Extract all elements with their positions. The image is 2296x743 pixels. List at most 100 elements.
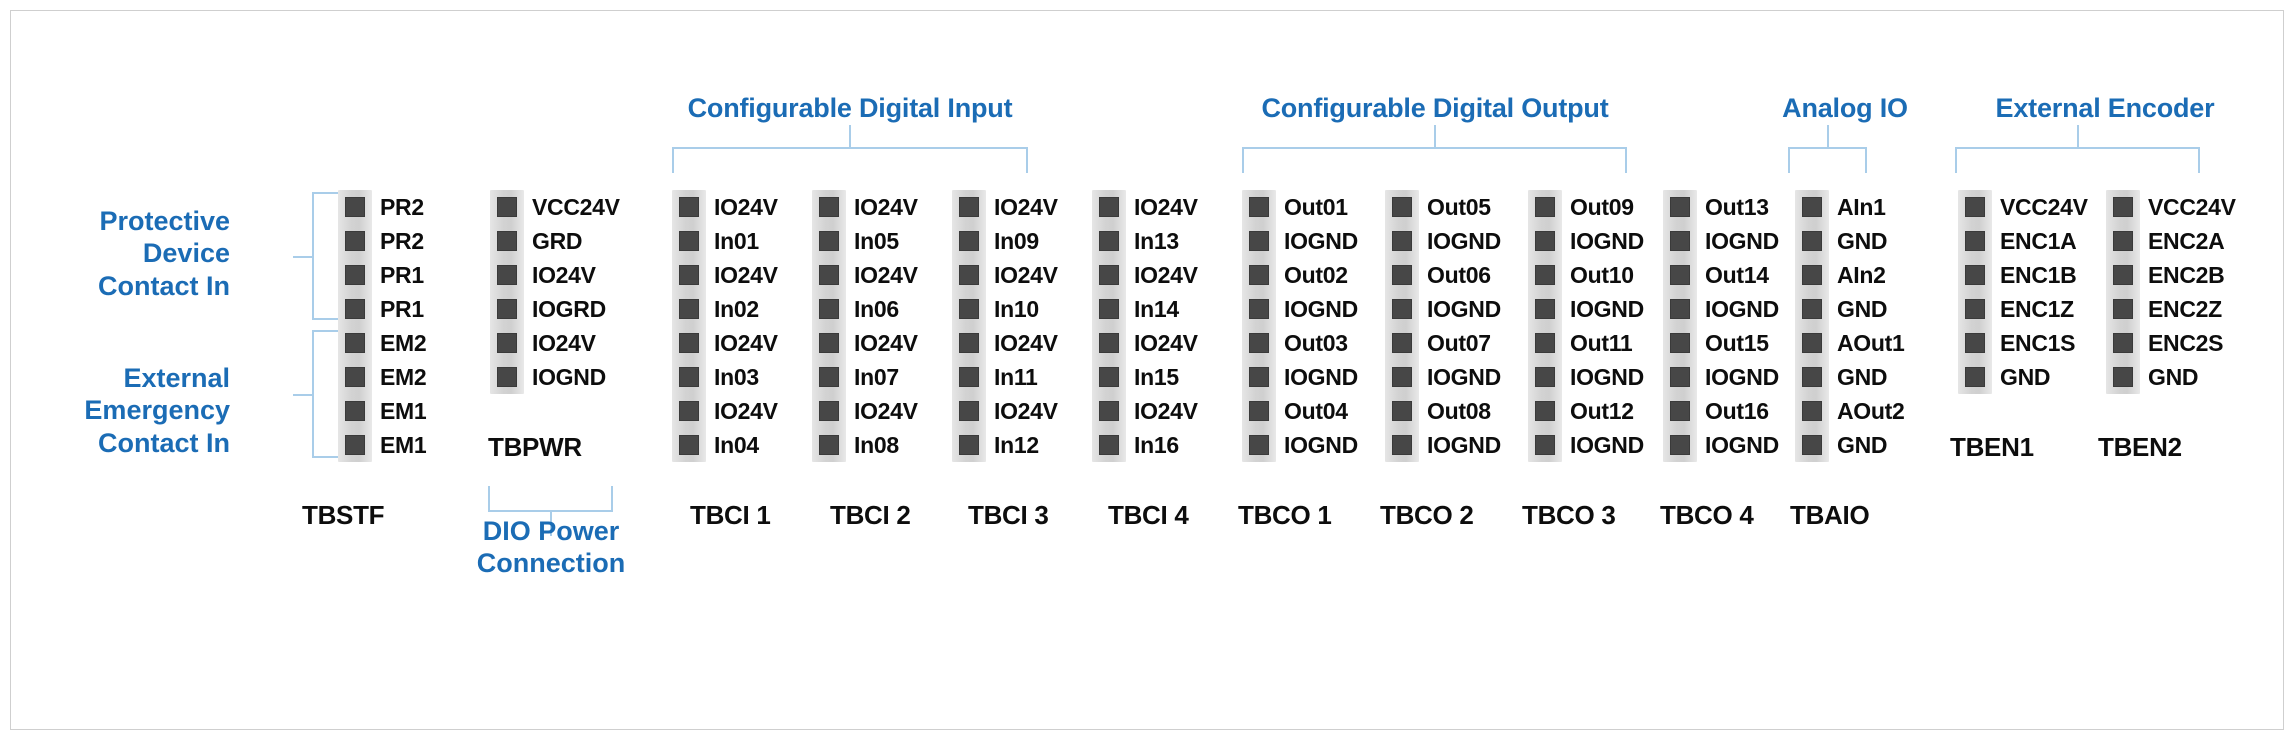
- terminal-pad[interactable]: [959, 231, 979, 251]
- terminal-pad[interactable]: [2113, 265, 2133, 285]
- terminal-pad[interactable]: [1099, 299, 1119, 319]
- terminal-pad[interactable]: [497, 367, 517, 387]
- terminal-pad[interactable]: [345, 197, 365, 217]
- terminal-pad[interactable]: [1392, 435, 1412, 455]
- terminal-pad[interactable]: [1535, 197, 1555, 217]
- terminal-pad[interactable]: [497, 231, 517, 251]
- terminal-pad[interactable]: [2113, 231, 2133, 251]
- terminal-pad[interactable]: [1392, 367, 1412, 387]
- terminal-pad[interactable]: [819, 401, 839, 421]
- terminal-pad[interactable]: [679, 265, 699, 285]
- terminal-pad[interactable]: [1670, 231, 1690, 251]
- block-name-tbaio: TBAIO: [1790, 500, 1870, 530]
- terminal-pad[interactable]: [1249, 333, 1269, 353]
- terminal-pad[interactable]: [959, 367, 979, 387]
- terminal-pad[interactable]: [2113, 367, 2133, 387]
- terminal-pad[interactable]: [1965, 197, 1985, 217]
- terminal-pad[interactable]: [679, 367, 699, 387]
- terminal-pad[interactable]: [1249, 299, 1269, 319]
- terminal-pad[interactable]: [1535, 401, 1555, 421]
- terminal-pad[interactable]: [1392, 231, 1412, 251]
- terminal-pad[interactable]: [1249, 401, 1269, 421]
- terminal-pad[interactable]: [1535, 435, 1555, 455]
- terminal-pad[interactable]: [2113, 299, 2133, 319]
- terminal-pad[interactable]: [497, 333, 517, 353]
- terminal-pad[interactable]: [1099, 197, 1119, 217]
- terminal-pad[interactable]: [1535, 333, 1555, 353]
- terminal-pad[interactable]: [1802, 299, 1822, 319]
- terminal-pad[interactable]: [1802, 197, 1822, 217]
- terminal-pad[interactable]: [1249, 231, 1269, 251]
- terminal-pad[interactable]: [1965, 299, 1985, 319]
- terminal-pad[interactable]: [679, 231, 699, 251]
- pin-label: IOGND: [1705, 296, 1779, 322]
- terminal-pad[interactable]: [1802, 231, 1822, 251]
- terminal-pad[interactable]: [1392, 401, 1412, 421]
- terminal-pad[interactable]: [345, 435, 365, 455]
- terminal-pad[interactable]: [1965, 265, 1985, 285]
- terminal-pad[interactable]: [959, 265, 979, 285]
- terminal-pad[interactable]: [1392, 197, 1412, 217]
- terminal-pad[interactable]: [1802, 265, 1822, 285]
- terminal-pad[interactable]: [819, 265, 839, 285]
- terminal-pad[interactable]: [1965, 367, 1985, 387]
- terminal-pad[interactable]: [1535, 367, 1555, 387]
- terminal-pad[interactable]: [1670, 435, 1690, 455]
- terminal-pad[interactable]: [345, 401, 365, 421]
- terminal-pad[interactable]: [679, 435, 699, 455]
- terminal-pad[interactable]: [959, 401, 979, 421]
- terminal-pad[interactable]: [819, 231, 839, 251]
- terminal-pad[interactable]: [1802, 367, 1822, 387]
- terminal-pad[interactable]: [1249, 265, 1269, 285]
- terminal-pad[interactable]: [1099, 401, 1119, 421]
- terminal-pad[interactable]: [1392, 265, 1412, 285]
- terminal-pad[interactable]: [1535, 231, 1555, 251]
- terminal-pad[interactable]: [1099, 265, 1119, 285]
- terminal-pad[interactable]: [1802, 401, 1822, 421]
- terminal-pad[interactable]: [819, 333, 839, 353]
- terminal-pad[interactable]: [1670, 265, 1690, 285]
- terminal-pad[interactable]: [345, 299, 365, 319]
- terminal-pad[interactable]: [1535, 265, 1555, 285]
- terminal-pad[interactable]: [1670, 197, 1690, 217]
- terminal-pad[interactable]: [1392, 333, 1412, 353]
- terminal-pad[interactable]: [2113, 333, 2133, 353]
- terminal-pad[interactable]: [1099, 333, 1119, 353]
- terminal-pad[interactable]: [1670, 401, 1690, 421]
- terminal-pad[interactable]: [1099, 435, 1119, 455]
- terminal-pad[interactable]: [497, 299, 517, 319]
- terminal-pad[interactable]: [1670, 333, 1690, 353]
- terminal-pad[interactable]: [819, 367, 839, 387]
- terminal-pad[interactable]: [1249, 197, 1269, 217]
- terminal-pad[interactable]: [497, 197, 517, 217]
- terminal-pad[interactable]: [959, 299, 979, 319]
- terminal-pad[interactable]: [1392, 299, 1412, 319]
- terminal-pad[interactable]: [1535, 299, 1555, 319]
- terminal-pad[interactable]: [1249, 435, 1269, 455]
- terminal-pad[interactable]: [1670, 367, 1690, 387]
- terminal-pad[interactable]: [819, 435, 839, 455]
- terminal-pad[interactable]: [497, 265, 517, 285]
- terminal-pad[interactable]: [1099, 231, 1119, 251]
- terminal-pad[interactable]: [819, 299, 839, 319]
- terminal-pad[interactable]: [819, 197, 839, 217]
- terminal-pad[interactable]: [959, 197, 979, 217]
- terminal-pad[interactable]: [959, 333, 979, 353]
- terminal-pad[interactable]: [679, 333, 699, 353]
- terminal-pad[interactable]: [1249, 367, 1269, 387]
- terminal-pad[interactable]: [1670, 299, 1690, 319]
- terminal-pad[interactable]: [1802, 333, 1822, 353]
- terminal-pad[interactable]: [679, 401, 699, 421]
- terminal-pad[interactable]: [345, 333, 365, 353]
- terminal-pad[interactable]: [345, 265, 365, 285]
- terminal-pad[interactable]: [345, 231, 365, 251]
- terminal-pad[interactable]: [679, 197, 699, 217]
- terminal-pad[interactable]: [1802, 435, 1822, 455]
- terminal-pad[interactable]: [345, 367, 365, 387]
- terminal-pad[interactable]: [2113, 197, 2133, 217]
- terminal-pad[interactable]: [959, 435, 979, 455]
- terminal-pad[interactable]: [1965, 231, 1985, 251]
- terminal-pad[interactable]: [679, 299, 699, 319]
- terminal-pad[interactable]: [1099, 367, 1119, 387]
- terminal-pad[interactable]: [1965, 333, 1985, 353]
